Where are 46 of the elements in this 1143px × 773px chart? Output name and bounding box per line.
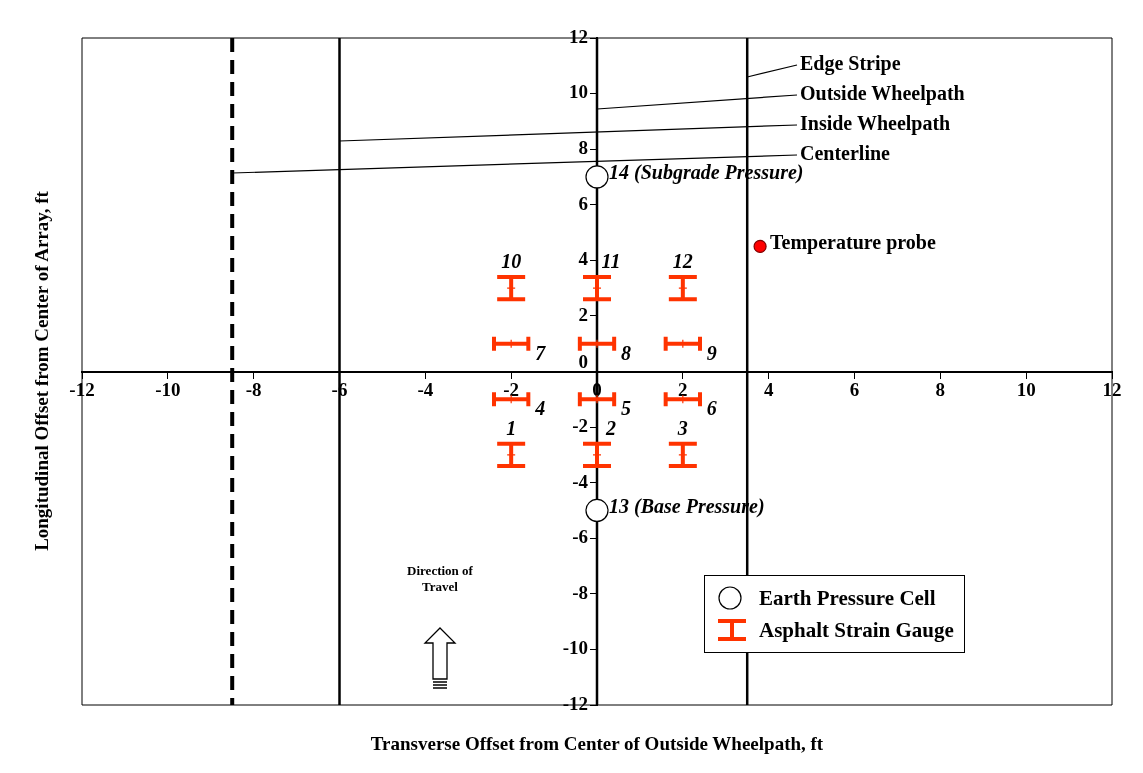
annotation: 1 (506, 417, 517, 440)
y-tick-label: -12 (562, 692, 588, 714)
x-tick-label: 4 (763, 378, 774, 400)
x-tick-label: 8 (935, 378, 946, 400)
annotation: 10 (501, 250, 522, 273)
x-tick-label: -12 (69, 378, 95, 400)
legend-label: Earth Pressure Cell (759, 585, 936, 611)
x-tick-label: -8 (245, 378, 262, 400)
x-axis-title: Transverse Offset from Center of Outside Wheelpath, ft (370, 733, 824, 755)
x-tick-label: 6 (849, 378, 860, 400)
y-tick-label: 4 (578, 248, 589, 270)
annotation: Temperature probe (770, 230, 936, 254)
annotation: 3 (676, 417, 688, 440)
x-tick-label: 12 (1102, 378, 1122, 400)
y-tick-label: -10 (562, 637, 588, 659)
x-tick-label: 2 (678, 378, 688, 400)
y-axis-title: Longitudinal Offset from Center of Array, ft (31, 191, 53, 551)
annotation: 12 (672, 250, 693, 273)
y-tick-label: -4 (572, 470, 589, 492)
ref-line-label: Centerline (800, 142, 891, 165)
annotation: 8 (621, 341, 631, 364)
x-tick-label: -4 (417, 378, 434, 400)
ref-line-label: Inside Wheelpath (800, 112, 951, 136)
x-tick-label: -10 (155, 378, 181, 400)
annotation: 11 (601, 250, 621, 273)
ref-line-label: Outside Wheelpath (800, 82, 965, 106)
y-tick-label: -6 (572, 526, 588, 548)
y-tick-label: 6 (578, 192, 588, 214)
y-tick-label: 10 (569, 81, 588, 103)
y-tick-label: -8 (572, 581, 588, 603)
x-tick-label: -2 (503, 378, 520, 400)
annotation: 4 (534, 397, 546, 420)
ref-line-label: Edge Stripe (800, 52, 901, 76)
annotation: 5 (621, 397, 631, 420)
x-tick-label: 10 (1016, 378, 1036, 400)
annotation: 6 (706, 397, 717, 420)
y-tick-label: 12 (569, 25, 588, 47)
annotation: Direction of Travel (406, 563, 474, 595)
annotation: 7 (535, 341, 547, 364)
y-tick-label: 8 (578, 137, 588, 159)
y-tick-label: 2 (578, 303, 588, 325)
y-tick-label: -2 (572, 414, 588, 436)
annotation: 9 (706, 341, 717, 364)
y-tick-label: 0 (578, 351, 588, 373)
annotation: 2 (605, 417, 616, 440)
legend-label: Asphalt Strain Gauge (759, 617, 954, 643)
